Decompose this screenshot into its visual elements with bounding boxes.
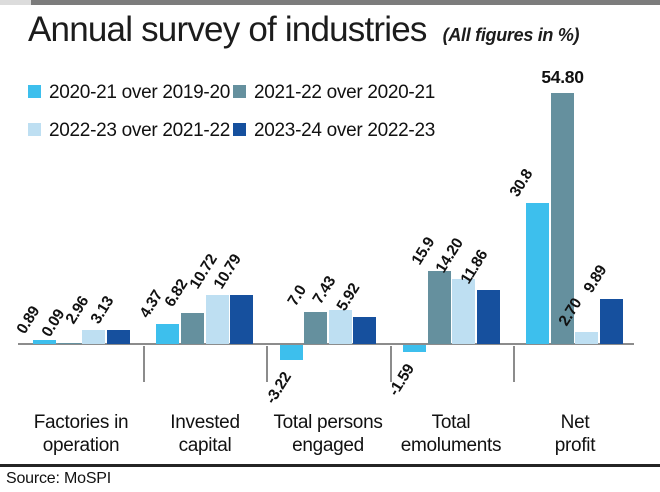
bottom-rule (0, 464, 660, 467)
category-label-line: Net (560, 412, 590, 433)
bar (206, 295, 229, 344)
source-note: Source: MoSPI (6, 470, 112, 487)
bar-value-label: 54.80 (541, 67, 584, 87)
bar (403, 345, 426, 352)
category-label-line: Total persons (273, 412, 383, 433)
legend-label: 2023-24 over 2022-23 (254, 120, 435, 141)
bar-value-label: 11.86 (457, 247, 492, 287)
bar-value-label: 2.96 (62, 293, 93, 327)
category-label-line: engaged (292, 435, 364, 456)
bar (33, 340, 56, 344)
bar (156, 324, 179, 344)
category-label: Total emoluments (376, 411, 526, 457)
category-label: Total persons engaged (253, 411, 403, 457)
bar-value-label: 0.89 (13, 303, 44, 337)
category-label-line: capital (178, 435, 232, 456)
bar (304, 312, 327, 344)
bar (107, 330, 130, 344)
category-label: Factories in operation (6, 411, 156, 457)
bar (600, 299, 623, 344)
group-divider-line (143, 346, 145, 382)
bar (181, 313, 204, 344)
category-label-line: emoluments (400, 435, 502, 456)
bar-value-label: -3.22 (262, 369, 295, 407)
category-label: Net profit (500, 411, 650, 457)
group-divider-line (513, 346, 515, 382)
legend-item: 2022-23 over 2021-22 (28, 120, 233, 142)
bar (82, 330, 105, 344)
category-label-line: operation (42, 435, 120, 456)
legend-item: 2023-24 over 2022-23 (233, 120, 435, 142)
bar (575, 332, 598, 344)
category-label-line: Invested (170, 412, 240, 433)
bar (353, 317, 376, 344)
bar (526, 203, 549, 344)
top-strip-light (0, 0, 31, 5)
legend-label: 2022-23 over 2021-22 (49, 120, 230, 141)
legend-swatch-icon (28, 123, 41, 136)
legend-swatch-icon (28, 85, 41, 98)
bar (452, 279, 475, 344)
legend-item: 2020-21 over 2019-20 (28, 82, 233, 104)
bar (428, 271, 451, 344)
bar-value-label: 9.89 (580, 262, 611, 296)
legend-item: 2021-22 over 2020-21 (233, 82, 435, 104)
bar-value-label: 7.0 (284, 282, 310, 309)
bar (230, 295, 253, 344)
group-divider-line (266, 346, 268, 382)
category-label-line: Factories in (33, 412, 129, 433)
legend: 2020-21 over 2019-20 2021-22 over 2020-21… (28, 82, 435, 142)
bar-value-label: 30.8 (506, 166, 537, 200)
x-axis-line (18, 343, 634, 345)
chart-subtitle: (All figures in %) (442, 25, 580, 45)
bar-value-label: 3.13 (87, 293, 118, 327)
category-label: Invested capital (130, 411, 280, 457)
bar (280, 345, 303, 360)
legend-swatch-icon (233, 85, 246, 98)
page-title: Annual survey of industries (28, 10, 427, 49)
top-strip (0, 0, 660, 5)
bar (58, 343, 81, 344)
header: Annual survey of industries (All figures… (28, 10, 580, 50)
bar-value-label: 4.37 (136, 287, 167, 321)
category-label-line: profit (554, 435, 596, 456)
bar (477, 290, 500, 344)
legend-label: 2021-22 over 2020-21 (254, 82, 435, 103)
bar-value-label: 0.09 (38, 306, 69, 340)
category-label-line: Total (431, 412, 471, 433)
legend-swatch-icon (233, 123, 246, 136)
legend-label: 2020-21 over 2019-20 (49, 82, 230, 103)
bar (551, 93, 574, 344)
bar (329, 310, 352, 344)
group-divider-line (390, 346, 392, 382)
